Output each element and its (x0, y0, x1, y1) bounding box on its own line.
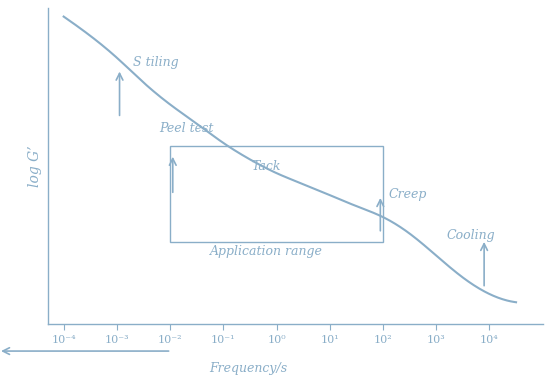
Text: S tiling: S tiling (133, 56, 179, 69)
Text: Creep: Creep (388, 188, 426, 201)
Text: Application range: Application range (209, 245, 322, 258)
Text: Tack: Tack (251, 160, 280, 173)
Y-axis label: log G’: log G’ (28, 146, 42, 187)
Text: Peel test: Peel test (159, 122, 214, 135)
Text: Frequency/s: Frequency/s (209, 362, 287, 375)
Bar (170, 146, 383, 242)
Text: Cooling: Cooling (447, 229, 495, 242)
